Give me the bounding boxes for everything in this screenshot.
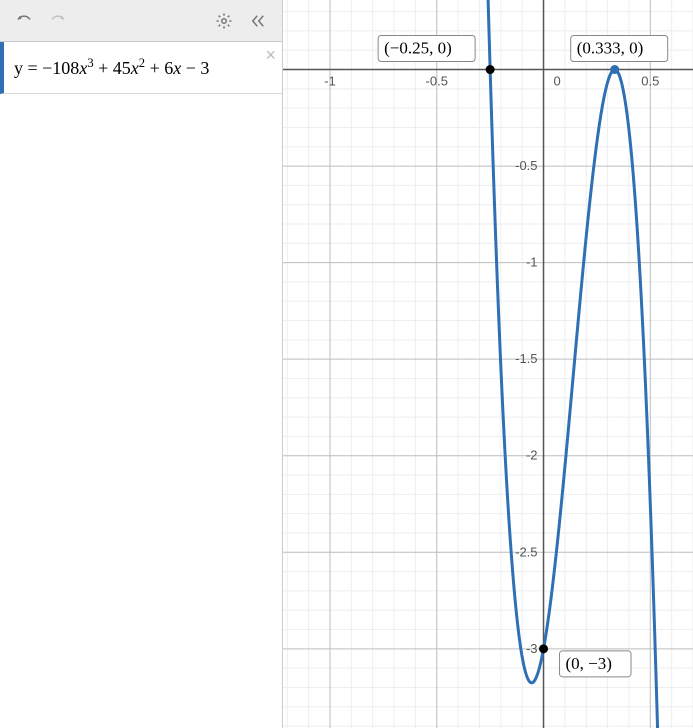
y-tick-label: -2.5	[515, 544, 537, 559]
graph-area[interactable]: -1 -0.5 0 0.5 -0.5 -1 -1.5 -2 -2.5 -3 (−0.25, 0) (0…	[283, 0, 693, 728]
graph-canvas[interactable]: -1 -0.5 0 0.5 -0.5 -1 -1.5 -2 -2.5 -3 (−0.25, 0) (0…	[283, 0, 693, 728]
collapse-sidebar-button[interactable]	[244, 7, 272, 35]
x-tick-label: -1	[324, 74, 336, 89]
y-tick-label: -2	[526, 448, 538, 463]
expression-math: y = −108x3 + 45x2 + 6x − 3	[14, 56, 209, 79]
gear-icon	[215, 12, 233, 30]
redo-icon	[49, 12, 67, 30]
point-marker[interactable]	[539, 644, 548, 653]
point-label-text: (0, −3)	[566, 654, 612, 673]
y-tick-label: -3	[526, 641, 538, 656]
point-label-text: (0.333, 0)	[577, 39, 644, 58]
y-tick-label: -1.5	[515, 351, 537, 366]
x-tick-label: -0.5	[426, 74, 448, 89]
toolbar	[0, 0, 282, 42]
undo-button[interactable]	[10, 7, 38, 35]
y-tick-label: -0.5	[515, 158, 537, 173]
sidebar: y = −108x3 + 45x2 + 6x − 3 ×	[0, 0, 283, 728]
redo-button[interactable]	[44, 7, 72, 35]
y-tick-label: -1	[526, 255, 538, 270]
point-marker[interactable]	[610, 65, 619, 74]
point-marker[interactable]	[486, 65, 495, 74]
expression-list: y = −108x3 + 45x2 + 6x − 3 ×	[0, 42, 282, 94]
expression-row[interactable]: y = −108x3 + 45x2 + 6x − 3 ×	[0, 42, 282, 94]
settings-button[interactable]	[210, 7, 238, 35]
delete-expression-button[interactable]: ×	[265, 46, 276, 64]
app-root: y = −108x3 + 45x2 + 6x − 3 × -1 -0.5 0 0.5 -0…	[0, 0, 693, 728]
undo-icon	[15, 12, 33, 30]
chevrons-left-icon	[249, 12, 267, 30]
point-label-text: (−0.25, 0)	[384, 39, 452, 58]
x-tick-label: 0	[554, 74, 561, 89]
curve	[283, 0, 693, 728]
x-tick-label: 0.5	[641, 74, 659, 89]
